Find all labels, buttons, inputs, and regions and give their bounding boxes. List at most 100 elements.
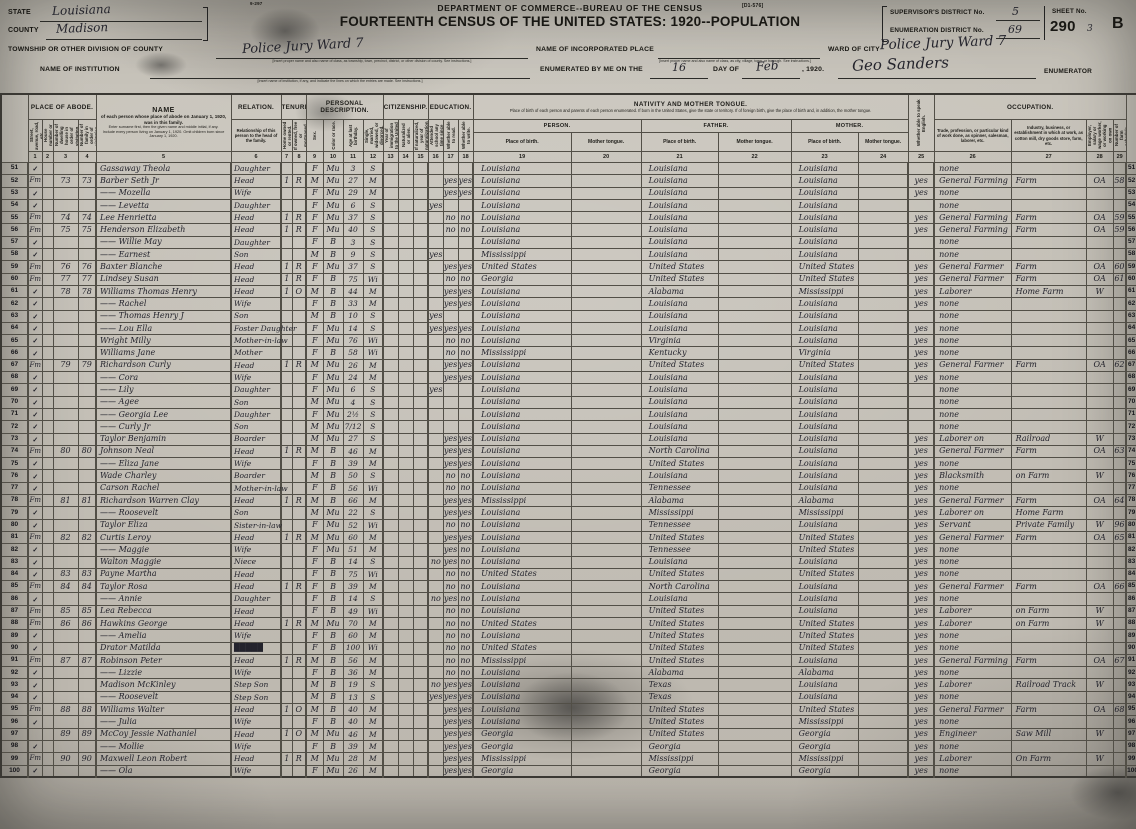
owned-free-or-mortgaged — [291, 161, 307, 176]
marital-status: M — [362, 174, 384, 188]
dwelling-number: 76 — [52, 260, 79, 274]
street-mark: ✓ — [27, 395, 43, 409]
able-to-write: yes — [457, 358, 474, 373]
mother-mother-tongue — [857, 518, 909, 532]
color-or-race: Mu — [322, 186, 344, 200]
industry: Farm — [1010, 494, 1087, 508]
able-to-write: yes — [457, 432, 474, 446]
able-to-write: yes — [457, 457, 474, 471]
immigration-year — [382, 739, 399, 754]
occupation: General Farmer — [933, 358, 1012, 373]
naturalization-year — [412, 592, 429, 606]
color-or-race: B — [322, 690, 344, 705]
mother-birthplace: Louisiana — [790, 444, 859, 459]
person-birthplace: Georgia — [472, 727, 572, 741]
attended-school — [427, 444, 444, 459]
owned-free-or-mortgaged — [291, 715, 307, 729]
dwelling-number — [52, 641, 79, 655]
house-number — [41, 211, 54, 225]
able-to-read: yes — [442, 186, 459, 200]
home-owned-or-rented: 1 — [280, 272, 293, 286]
mother-birthplace: Louisiana — [790, 580, 859, 594]
father-birthplace: Louisiana — [640, 297, 719, 311]
sex: M — [305, 395, 324, 409]
family-number — [77, 297, 97, 311]
marital-status: M — [362, 284, 384, 299]
color-or-race: B — [322, 739, 344, 754]
dwelling-number: 79 — [52, 358, 79, 373]
father-birthplace: Louisiana — [640, 395, 719, 409]
line-number-right: 98 — [1125, 739, 1136, 754]
color-or-race: Mu — [322, 420, 344, 434]
color-or-race: B — [322, 641, 344, 655]
industry — [1010, 395, 1087, 409]
family-number: 89 — [77, 727, 97, 741]
sex: M — [305, 174, 324, 188]
sex: F — [305, 764, 324, 778]
marital-status: M — [362, 186, 384, 200]
naturalized-or-alien — [397, 764, 414, 778]
family-number: 90 — [77, 752, 97, 766]
owned-free-or-mortgaged — [291, 690, 307, 705]
person-mother-tongue — [570, 703, 642, 717]
mother-mother-tongue — [857, 604, 909, 618]
relation: Mother — [230, 346, 282, 360]
owned-free-or-mortgaged: O — [291, 284, 307, 299]
speaks-english: yes — [907, 653, 935, 668]
dwelling-number — [52, 666, 79, 680]
farm-schedule-number — [1112, 641, 1127, 655]
mother-mother-tongue — [857, 346, 909, 360]
mother-birthplace: Louisiana — [790, 198, 859, 213]
person-mother-tongue — [570, 444, 642, 459]
occupation: none — [933, 555, 1012, 569]
able-to-read: yes — [442, 703, 459, 717]
industry — [1010, 383, 1087, 397]
speaks-english: yes — [907, 629, 935, 643]
father-mother-tongue — [717, 309, 792, 323]
able-to-read: no — [442, 518, 459, 532]
attended-school — [427, 235, 444, 250]
farm-schedule-number — [1112, 678, 1127, 692]
line-number-left: 52 — [0, 174, 29, 188]
speaks-english: yes — [907, 752, 935, 766]
relation: Head — [230, 358, 282, 373]
employment-class — [1085, 592, 1114, 606]
father-birthplace: United States — [640, 604, 719, 618]
house-number — [41, 530, 54, 545]
speaks-english: yes — [907, 494, 935, 508]
marital-status: Wi — [362, 481, 384, 496]
line-number-left: 81 — [0, 530, 29, 545]
column-number-row: 1 2 3 4 5 6 7 8 9 10 11 12 13 14 15 16 17 18 19 20 21 22 23 24 2… — [1, 151, 1136, 163]
naturalized-or-alien — [397, 739, 414, 754]
age: 3 — [342, 235, 364, 250]
immigration-year — [382, 530, 399, 545]
street-mark: Fm — [27, 530, 43, 545]
write-label: Whether able to write. — [460, 121, 471, 150]
owned-free-or-mortgaged — [291, 235, 307, 250]
family-number: 87 — [77, 653, 97, 668]
able-to-write: yes — [457, 690, 474, 705]
relation: Daughter — [230, 407, 282, 422]
age: 33 — [342, 297, 364, 311]
street-mark: Fm — [27, 653, 43, 668]
immigration-year — [382, 297, 399, 311]
owned-free-or-mortgaged — [291, 383, 307, 397]
able-to-write: yes — [457, 186, 474, 200]
house-number — [41, 764, 54, 778]
speaks-english: yes — [907, 481, 935, 496]
owned-free-or-mortgaged — [291, 481, 307, 496]
employment-class — [1085, 715, 1114, 729]
column-number: 29 — [1112, 151, 1127, 163]
home-owned-or-rented — [280, 764, 293, 778]
speaks-english: yes — [907, 346, 935, 360]
line-number-right: 87 — [1125, 604, 1136, 618]
color-or-race: B — [322, 715, 344, 729]
attended-school — [427, 174, 444, 188]
immigration-year — [382, 616, 399, 631]
speaks-english-label: Whether able to speak English. — [916, 99, 927, 147]
attended-school — [427, 506, 444, 520]
color-or-race: B — [322, 481, 344, 496]
